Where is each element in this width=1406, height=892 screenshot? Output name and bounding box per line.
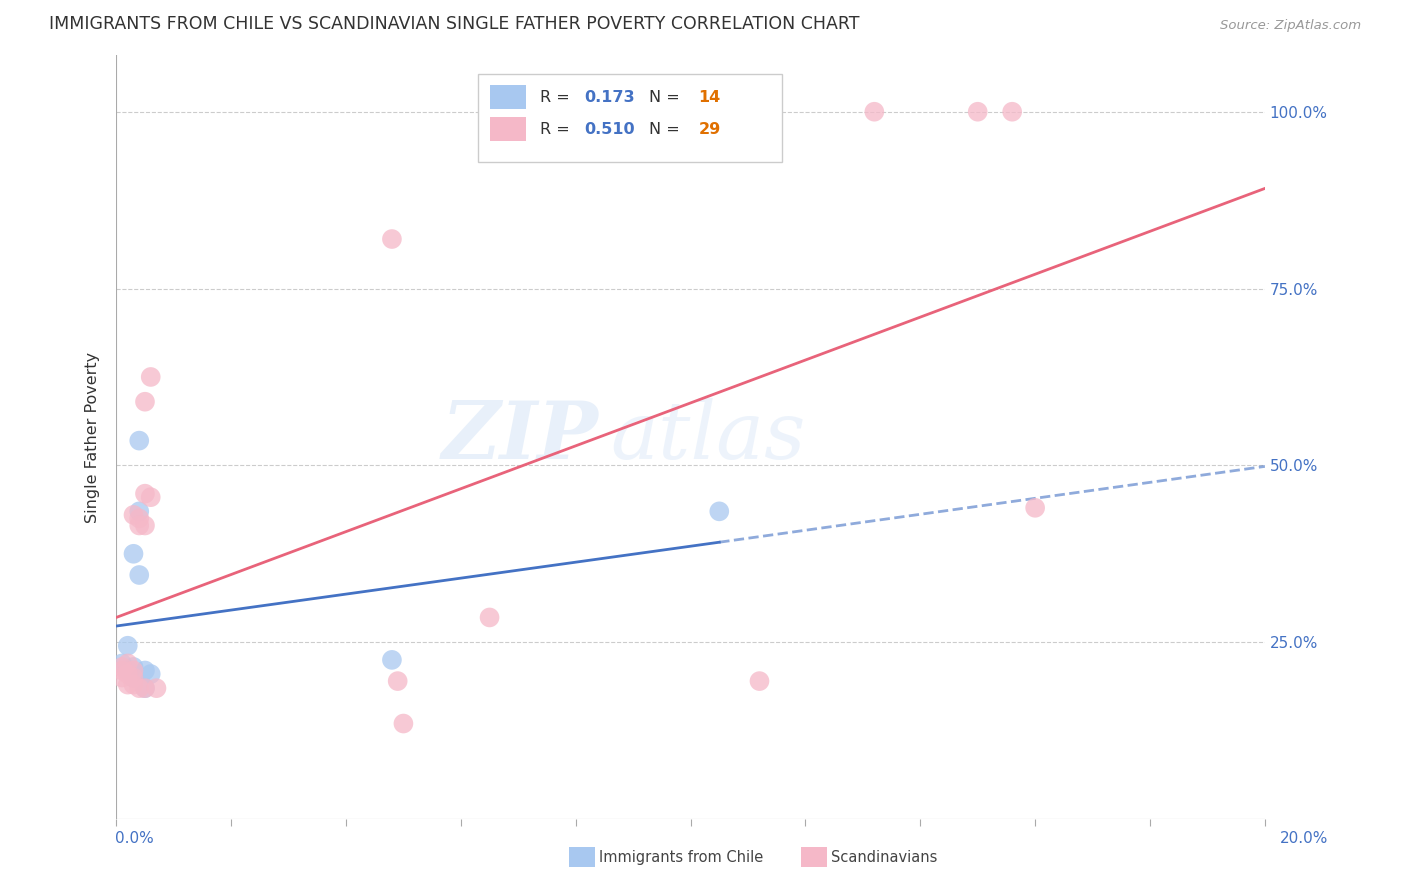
Point	[139, 370, 162, 384]
Point	[117, 664, 139, 678]
Point	[392, 716, 415, 731]
Text: ZIP: ZIP	[441, 399, 599, 475]
Point	[117, 639, 139, 653]
Point	[117, 657, 139, 671]
Point	[134, 681, 156, 695]
Text: Scandinavians: Scandinavians	[831, 850, 938, 864]
Point	[1001, 104, 1024, 119]
Point	[145, 681, 167, 695]
Point	[122, 508, 145, 522]
Point	[134, 681, 156, 695]
Point	[122, 671, 145, 685]
Text: N =: N =	[650, 121, 685, 136]
Text: 0.0%: 0.0%	[115, 831, 155, 846]
Y-axis label: Single Father Poverty: Single Father Poverty	[86, 351, 100, 523]
Point	[111, 657, 134, 671]
Point	[134, 664, 156, 678]
Point	[122, 660, 145, 674]
FancyBboxPatch shape	[489, 117, 526, 142]
Text: N =: N =	[650, 90, 685, 104]
Text: R =: R =	[540, 90, 575, 104]
Point	[134, 394, 156, 409]
Point	[381, 232, 404, 246]
Text: atlas: atlas	[610, 399, 806, 475]
Point	[139, 490, 162, 504]
FancyBboxPatch shape	[478, 74, 783, 162]
FancyBboxPatch shape	[489, 85, 526, 110]
Point	[111, 671, 134, 685]
Point	[122, 678, 145, 692]
Point	[122, 664, 145, 678]
Point	[122, 671, 145, 685]
Text: 29: 29	[699, 121, 721, 136]
Text: 0.173: 0.173	[583, 90, 634, 104]
Text: Source: ZipAtlas.com: Source: ZipAtlas.com	[1220, 20, 1361, 32]
Point	[128, 434, 150, 448]
Text: R =: R =	[540, 121, 575, 136]
Point	[748, 674, 770, 689]
Point	[122, 547, 145, 561]
Point	[1024, 500, 1046, 515]
Point	[134, 518, 156, 533]
Text: 0.510: 0.510	[583, 121, 634, 136]
Point	[709, 504, 731, 518]
Point	[478, 610, 501, 624]
Point	[966, 104, 988, 119]
Point	[381, 653, 404, 667]
Text: IMMIGRANTS FROM CHILE VS SCANDINAVIAN SINGLE FATHER POVERTY CORRELATION CHART: IMMIGRANTS FROM CHILE VS SCANDINAVIAN SI…	[49, 15, 859, 33]
Point	[863, 104, 886, 119]
Point	[128, 504, 150, 518]
Text: Immigrants from Chile: Immigrants from Chile	[599, 850, 763, 864]
Point	[139, 667, 162, 681]
Point	[128, 518, 150, 533]
Point	[128, 568, 150, 582]
Point	[387, 674, 409, 689]
Point	[117, 667, 139, 681]
Text: 20.0%: 20.0%	[1281, 831, 1329, 846]
Point	[117, 678, 139, 692]
Point	[128, 511, 150, 525]
Point	[128, 681, 150, 695]
Point	[111, 664, 134, 678]
Point	[111, 660, 134, 674]
Point	[134, 486, 156, 500]
Text: 14: 14	[699, 90, 721, 104]
